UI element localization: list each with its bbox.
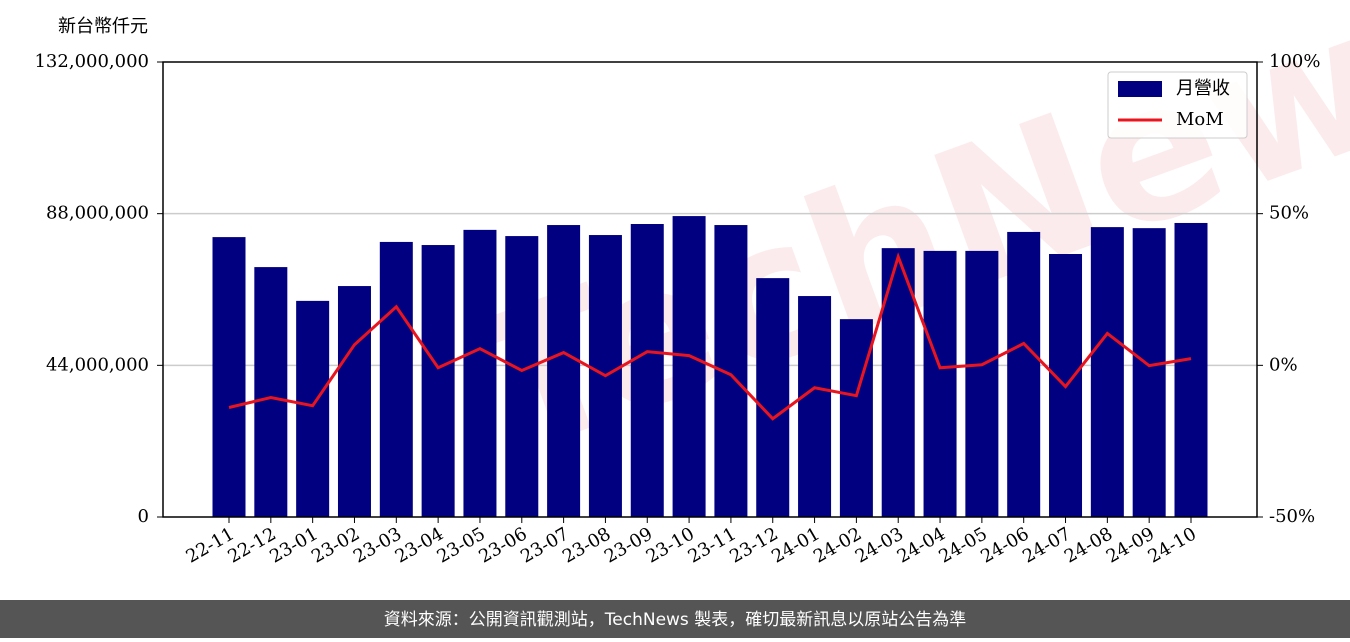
bar: [463, 229, 497, 517]
bar: [212, 237, 246, 517]
y-tick-label: 132,000,000: [34, 51, 149, 72]
bar: [630, 224, 664, 517]
bar: [965, 250, 999, 518]
legend-swatch: [1118, 81, 1162, 97]
footer: 資料來源：公開資訊觀測站，TechNews 製表，確切最新訊息以原站公告為準: [384, 610, 966, 630]
y2-tick-label: 100%: [1269, 51, 1320, 72]
y2-tick-label: 50%: [1269, 203, 1309, 224]
line: [228, 252, 1192, 421]
bar: [1090, 227, 1124, 517]
plot: 0 44,000,000 88,000,000 132,000,000 -50% 0% 50…: [34, 51, 1320, 568]
bar: [756, 278, 790, 517]
bar: [839, 319, 873, 517]
bar: [379, 241, 413, 517]
bar: [672, 216, 706, 518]
bar: [1007, 231, 1041, 517]
bar: [505, 236, 539, 518]
bar: [337, 286, 371, 517]
y2-tick-label: -50%: [1269, 506, 1315, 527]
bar: [923, 250, 957, 518]
y-tick-label: 0: [138, 506, 149, 527]
bar: [547, 225, 581, 517]
bar: [798, 296, 832, 517]
bar: [296, 300, 330, 517]
plot-frame: [162, 61, 1258, 518]
x-tick-label: 24-10: [1145, 523, 1200, 567]
bar: [254, 267, 288, 517]
y2-tick-label: 0%: [1269, 354, 1298, 375]
footer-bar: [0, 600, 1350, 638]
bar: [421, 245, 455, 517]
y-tick-label: 88,000,000: [46, 203, 149, 224]
y-axis-label: 新台幣仟元: [58, 16, 148, 37]
bar: [1174, 222, 1208, 517]
bar: [1132, 228, 1166, 518]
legend-label: 月營收: [1176, 78, 1230, 99]
legend-label: MoM: [1176, 109, 1224, 130]
y-tick-label: 44,000,000: [46, 354, 149, 375]
